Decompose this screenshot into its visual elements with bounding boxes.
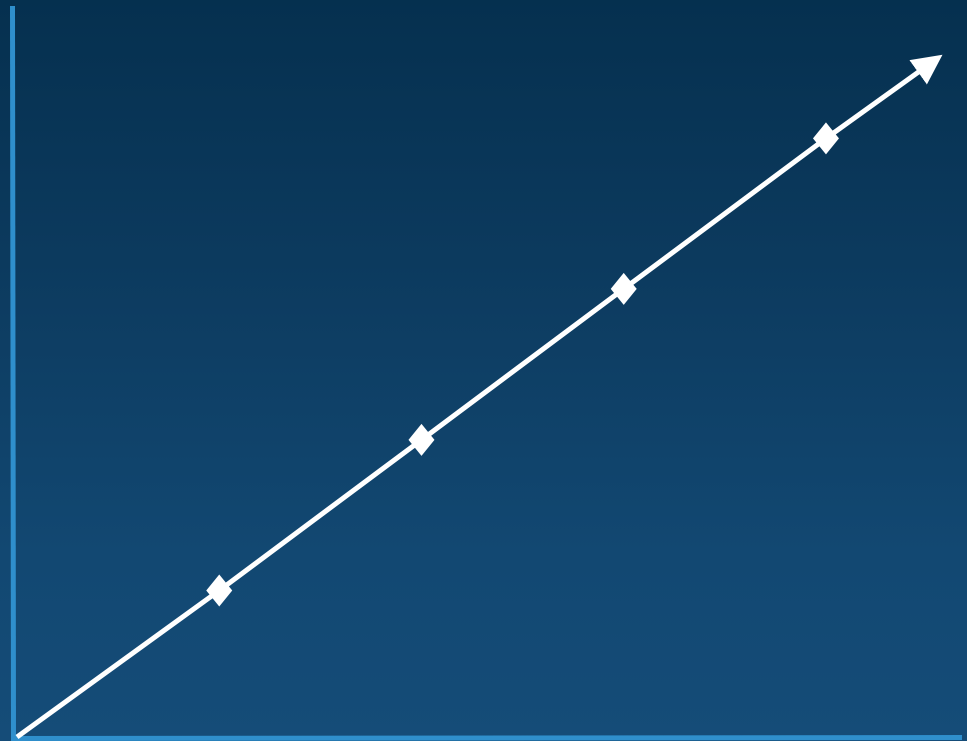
data-point-marker: [610, 272, 637, 305]
x-axis: [10, 735, 963, 741]
series-layer: [15, 54, 943, 740]
data-point-marker: [206, 574, 233, 607]
data-point-marker: [812, 122, 839, 155]
data-point-marker: [408, 423, 435, 456]
y-axis: [10, 5, 16, 740]
series-arrow: [824, 54, 943, 141]
